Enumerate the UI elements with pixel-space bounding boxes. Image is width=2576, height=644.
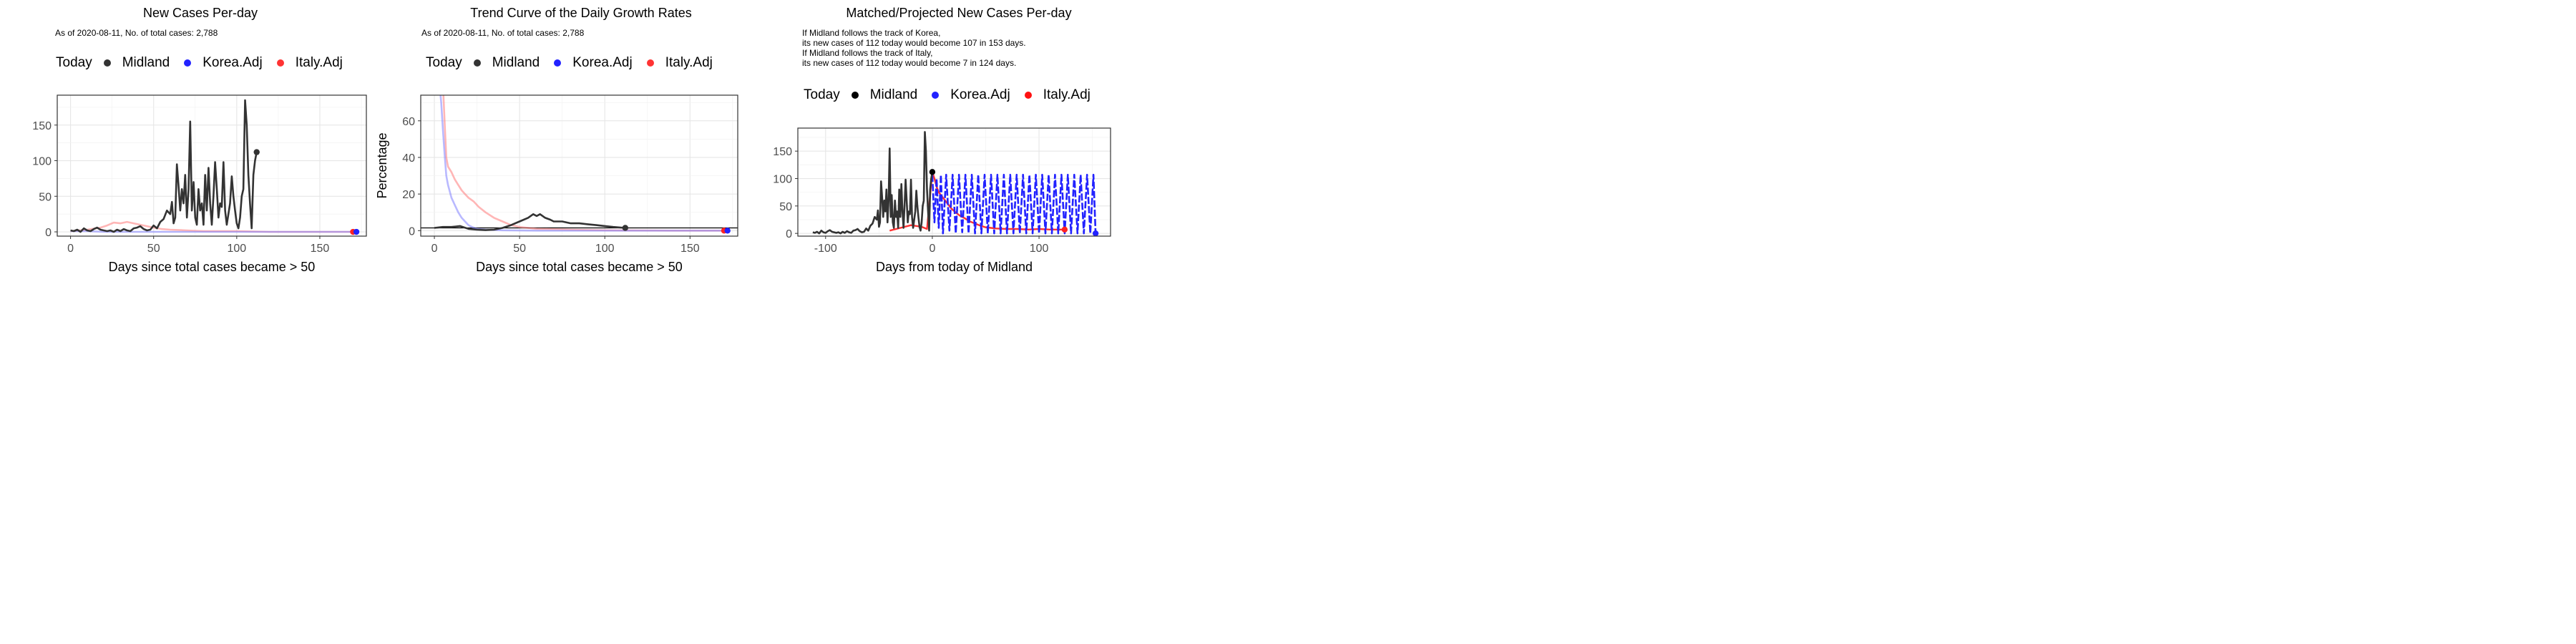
chart-title: New Cases Per-day [142,6,258,20]
series-line-italy-adj [442,95,724,232]
chart-panel-projected: Matched/Projected New Cases Per-day If M… [744,0,1116,279]
chart-subtitle: If Midland follows the track of Korea, i… [802,28,1026,68]
legend-item-midland: Midland [103,55,170,71]
y-tick-label: 150 [32,120,52,132]
chart-plot: 0 50 100 150 0 50 100 150 Days since total cases… [32,94,367,274]
y-tick-label: 40 [402,152,415,165]
x-tick-label: 100 [595,243,615,255]
series-line-korea-adj [70,230,357,233]
y-tick-label: 100 [32,156,52,168]
legend-title: Today [56,55,92,70]
chart-plot: 0 50 100 150 0 20 40 60 Days since total cases b… [375,94,738,274]
today-point-korea-adj [1092,230,1099,237]
plot-border [420,94,738,237]
legend-title: Today [804,87,840,102]
today-point-korea-adj [724,228,731,234]
y-tick-label: 50 [779,201,792,213]
x-tick-label: 50 [147,243,160,255]
legend: Today Midland Korea.Adj Italy.Adj [56,55,357,71]
series-group [812,131,1097,235]
legend-item-korea: Korea.Adj [554,55,633,71]
legend-item-midland: Midland [851,87,917,103]
chart-title: Matched/Projected New Cases Per-day [846,6,1072,20]
today-point-midland [622,225,629,231]
series-line-korea-adj [931,173,1097,235]
y-axis-label: Percentage [375,132,389,198]
legend-item-korea: Korea.Adj [184,55,263,71]
chart-subtitle: As of 2020-08-11, No. of total cases: 2,… [55,28,218,38]
x-axis-label: Days since total cases became > 50 [476,260,683,274]
x-tick-label: 0 [929,243,935,255]
x-tick-label: 0 [431,243,438,255]
today-point-midland [253,149,260,155]
plot-border [57,94,367,237]
legend-item-midland: Midland [473,55,540,71]
chart-subtitle: As of 2020-08-11, No. of total cases: 2,… [421,28,585,38]
x-tick-label: 100 [227,243,246,255]
y-tick-label: 50 [39,191,52,203]
legend-item-italy: Italy.Adj [1024,87,1091,103]
series-line-midland [812,131,934,235]
x-tick-label: 50 [513,243,526,255]
chart-plot: -100 0 100 0 50 100 150 Days from today of Midl… [773,127,1111,274]
chart-title: Trend Curve of the Daily Growth Rates [470,6,692,20]
y-tick-label: 0 [45,227,52,239]
legend-title: Today [426,55,462,70]
legend-item-italy: Italy.Adj [276,55,343,71]
legend-item-italy: Italy.Adj [646,55,713,71]
legend-item-korea: Korea.Adj [932,87,1010,103]
series-line-midland [70,99,258,233]
x-tick-label: 100 [1030,243,1049,255]
series-group [434,95,728,232]
y-tick-label: 0 [786,228,792,240]
series-line-midland [434,213,625,231]
today-point-italy-adj [1061,226,1068,233]
x-tick-label: -100 [814,243,837,255]
series-group [70,99,357,233]
today-point-korea-adj [353,228,360,235]
y-tick-label: 0 [409,225,415,238]
y-tick-label: 100 [773,174,792,186]
x-tick-label: 0 [67,243,74,255]
series-line-korea-adj [439,95,728,232]
chart-panel-new-cases: New Cases Per-day As of 2020-08-11, No. … [0,0,372,279]
y-tick-label: 150 [773,146,792,158]
y-tick-label: 20 [402,189,415,201]
legend: Today Midland Korea.Adj Italy.Adj [426,55,727,71]
chart-panel-growth-rates: Trend Curve of the Daily Growth Rates As… [372,0,744,279]
plot-border [797,127,1111,237]
y-tick-label: 60 [402,116,415,128]
x-axis-label: Days from today of Midland [876,260,1033,274]
x-axis-label: Days since total cases became > 50 [109,260,316,274]
x-tick-label: 150 [680,243,700,255]
today-point-midland [929,169,936,175]
legend: Today Midland Korea.Adj Italy.Adj [804,87,1105,103]
x-tick-label: 150 [311,243,330,255]
